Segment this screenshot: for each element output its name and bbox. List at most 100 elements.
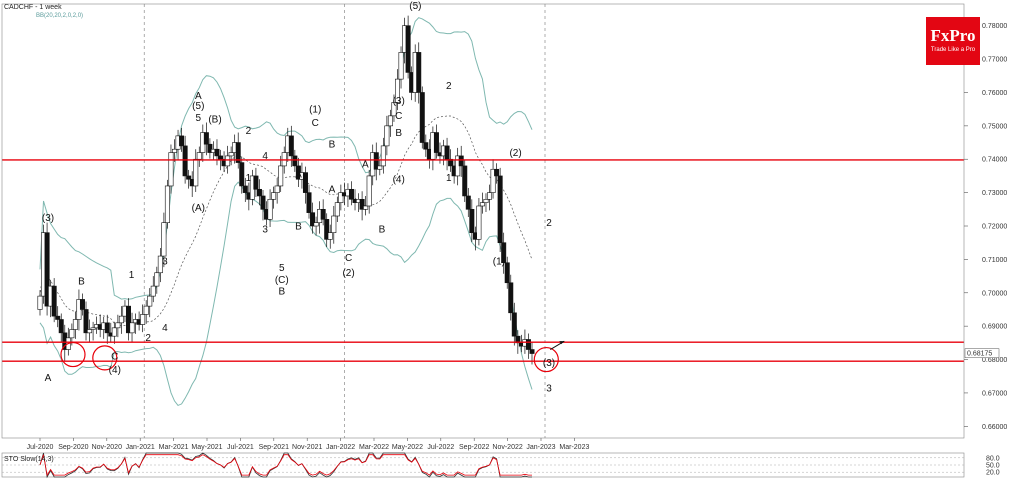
candle-body xyxy=(508,282,514,314)
wave-label: 1 xyxy=(246,173,252,184)
candle-body xyxy=(186,175,192,180)
candle-body xyxy=(366,175,372,207)
fxpro-logo: FxPro Trade Like a Pro xyxy=(926,17,980,65)
wave-label: (3) xyxy=(543,358,555,369)
wave-label: (A) xyxy=(192,203,205,214)
stochastic-tick-label: 20.0 xyxy=(986,470,1000,477)
wave-label: C xyxy=(395,111,402,122)
candle-body xyxy=(58,319,64,334)
x-tick-label: Sep-2022 xyxy=(459,444,489,451)
wave-label: (2) xyxy=(509,148,521,159)
wave-label: C xyxy=(345,253,352,264)
candle-body xyxy=(359,199,365,210)
candle-body xyxy=(164,185,170,223)
candle-body xyxy=(79,299,85,310)
candle-body xyxy=(143,305,149,315)
logo-brand: FxPro xyxy=(930,26,976,45)
candle-body xyxy=(324,219,330,240)
wave-label: 2 xyxy=(145,333,151,344)
bollinger-lower xyxy=(39,181,533,407)
candle-body xyxy=(55,315,61,320)
candle-body xyxy=(501,242,507,264)
candle-body xyxy=(150,285,156,297)
candle-body xyxy=(260,195,266,210)
candle-body xyxy=(363,205,369,210)
candle-body xyxy=(387,115,393,127)
wave-label: (5) xyxy=(192,101,204,112)
candle-body xyxy=(69,329,75,339)
x-tick-label: May-2021 xyxy=(191,444,222,451)
candle-body xyxy=(239,162,245,187)
candle-body xyxy=(115,322,121,329)
wave-label: 4 xyxy=(262,151,268,162)
highlight-circles xyxy=(60,340,565,373)
indicator-label: BB(20,20,2,0,2,0) xyxy=(36,13,83,19)
axes: 0.78000 0.77000 0.76000 0.75000 0.74000 0.730… xyxy=(1,3,1007,451)
candle-body xyxy=(228,152,234,157)
wave-label: (4) xyxy=(393,175,405,186)
y-tick-label: 0.71000 xyxy=(982,257,1007,264)
x-tick-label: Jul-2020 xyxy=(27,444,54,451)
y-tick-label: 0.76000 xyxy=(982,90,1007,97)
candle-body xyxy=(235,142,241,163)
bollinger-upper xyxy=(39,17,533,300)
wave-label: 1 xyxy=(129,270,135,281)
candle-body xyxy=(242,185,248,193)
wave-label: 4 xyxy=(162,323,168,334)
candle-body xyxy=(405,25,411,73)
y-tick-label: 0.74000 xyxy=(982,157,1007,164)
candle-body xyxy=(494,168,500,177)
x-tick-label: Jan-2022 xyxy=(326,444,355,451)
candle-body xyxy=(256,188,262,197)
candle-body xyxy=(51,285,57,317)
wave-label: (1) xyxy=(309,105,321,116)
x-tick-label: Jul-2022 xyxy=(427,444,454,451)
candle-body xyxy=(479,202,485,207)
wave-label: (2) xyxy=(342,268,354,279)
candle-body xyxy=(490,168,496,193)
candle-body xyxy=(391,102,397,117)
candle-body xyxy=(147,295,153,307)
candle-body xyxy=(288,135,294,157)
candle-body xyxy=(444,145,450,160)
candle-body xyxy=(423,142,429,150)
candle-body xyxy=(179,135,185,147)
highlight-circle xyxy=(60,341,86,368)
candle-body xyxy=(348,188,354,200)
wave-label: B xyxy=(379,225,386,236)
wave-label: (1) xyxy=(493,256,505,267)
wave-label: B xyxy=(278,286,285,297)
wave-label: B xyxy=(295,221,302,232)
x-tick-label: Mar-2021 xyxy=(159,444,189,451)
candle-body xyxy=(462,165,468,197)
wave-label: A xyxy=(295,170,302,181)
bollinger-middle xyxy=(39,115,533,327)
candle-body xyxy=(274,185,280,193)
candle-body xyxy=(334,202,340,217)
wave-label: 2 xyxy=(546,218,552,229)
wave-label: 5 xyxy=(279,263,285,274)
stochastic-d-line xyxy=(39,454,532,477)
candle-body xyxy=(483,199,489,203)
y-tick-label: 0.70000 xyxy=(982,290,1007,297)
bollinger-bands xyxy=(39,17,533,407)
candle-body xyxy=(72,319,78,330)
candle-body xyxy=(433,132,439,153)
candle-body xyxy=(118,315,124,324)
candle-body xyxy=(487,192,493,200)
wave-label: B xyxy=(78,276,85,287)
x-tick-label: Mar-2023 xyxy=(559,444,589,451)
wave-label: 2 xyxy=(246,126,252,137)
wave-label: 1 xyxy=(446,173,452,184)
current-price-box xyxy=(964,348,1000,358)
wave-label: C xyxy=(111,352,118,363)
candle-body xyxy=(373,152,379,170)
candle-body xyxy=(306,192,312,213)
x-tick-label: Mar-2022 xyxy=(359,444,389,451)
candle-body xyxy=(278,165,284,187)
candle-body xyxy=(193,158,199,187)
candle-body xyxy=(196,152,202,160)
wave-label: (B) xyxy=(208,115,221,126)
wave-label: C xyxy=(312,118,319,129)
wave-label: A xyxy=(195,91,202,102)
